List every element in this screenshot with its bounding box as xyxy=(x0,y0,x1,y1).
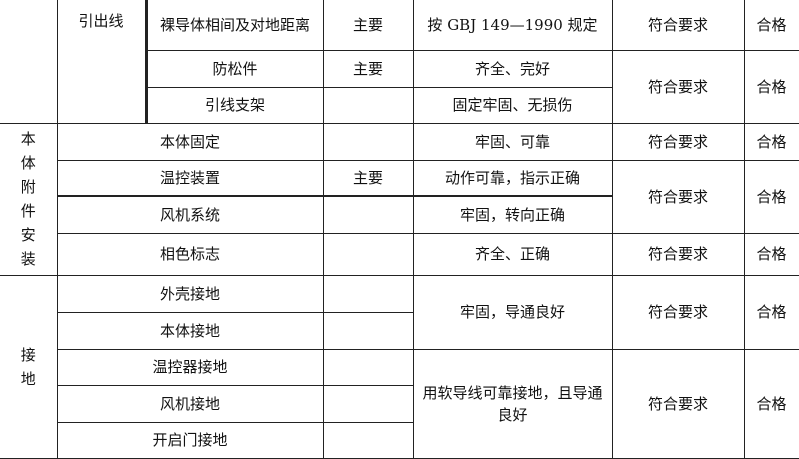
check-cell: 符合要求 xyxy=(611,274,745,350)
table-row: 风机接地 xyxy=(0,384,799,423)
item-cell: 开启门接地 xyxy=(56,421,324,459)
item-cell: 温控器接地 xyxy=(56,348,324,386)
standard-cell: 牢固，导通良好 xyxy=(412,274,613,350)
table-row: 引出线 裸导体相间及对地距离 主要 按 GBJ 149—1990 规定 符合要求… xyxy=(0,0,799,124)
standard-cell: 牢固，转向正确 xyxy=(412,195,613,234)
item-cell: 本体固定 xyxy=(56,122,324,161)
check-cell: 符合要求 xyxy=(611,122,745,161)
table-row: 温控器接地 用软导线可靠接地，且导通良好 符合要求 合格 xyxy=(0,348,799,459)
level-cell xyxy=(322,274,414,313)
result-cell: 合格 xyxy=(743,159,799,234)
check-cell: 符合要求 xyxy=(611,49,745,124)
table-row: 温控装置 主要 动作可靠，指示正确 符合要求 合格 xyxy=(0,159,799,234)
table-row: 相色标志 齐全、正确 符合要求 合格 xyxy=(0,232,799,276)
standard-cell: 牢固、可靠 xyxy=(412,122,613,161)
level-cell: 主要 xyxy=(322,49,414,88)
level-cell xyxy=(322,86,414,124)
level-cell: 主要 xyxy=(322,159,414,197)
level-cell xyxy=(322,232,414,276)
level-cell xyxy=(322,384,414,423)
item-cell: 本体接地 xyxy=(56,311,324,350)
item-cell: 温控装置 xyxy=(56,159,324,197)
check-cell: 符合要求 xyxy=(611,159,745,234)
item-cell: 相色标志 xyxy=(56,232,324,276)
level-cell xyxy=(322,348,414,386)
result-cell: 合格 xyxy=(743,232,799,276)
item-cell: 引线支架 xyxy=(144,86,324,124)
standard-cell: 齐全、正确 xyxy=(412,232,613,276)
level-cell xyxy=(322,311,414,350)
standard-cell: 按 GBJ 149—1990 规定 xyxy=(412,0,613,51)
item-cell: 风机接地 xyxy=(56,384,324,423)
table-row: 风机系统 牢固，转向正确 xyxy=(0,195,799,234)
result-cell: 合格 xyxy=(743,49,799,124)
standard-cell: 固定牢固、无损伤 xyxy=(412,86,613,124)
table-row: 防松件 主要 齐全、完好 符合要求 合格 xyxy=(0,49,799,124)
group-cell: 接地 xyxy=(0,274,58,459)
result-cell: 合格 xyxy=(743,274,799,350)
result-cell: 合格 xyxy=(743,122,799,161)
table-row: 本体附件安装 本体固定 牢固、可靠 符合要求 合格 xyxy=(0,122,799,276)
item-cell: 裸导体相间及对地距离 xyxy=(144,0,324,51)
item-cell: 外壳接地 xyxy=(56,274,324,313)
table-row: 接地 外壳接地 牢固，导通良好 符合要求 合格 xyxy=(0,274,799,459)
check-cell: 符合要求 xyxy=(611,0,745,51)
result-cell: 合格 xyxy=(743,0,799,51)
item-cell: 风机系统 xyxy=(56,195,324,234)
standard-cell: 用软导线可靠接地，且导通良好 xyxy=(412,348,613,459)
table-row: 引线支架 固定牢固、无损伤 xyxy=(0,86,799,124)
group-cell xyxy=(0,0,58,124)
sub-group-cell: 引出线 xyxy=(56,0,147,124)
level-cell xyxy=(322,195,414,234)
standard-cell: 齐全、完好 xyxy=(412,49,613,88)
level-cell xyxy=(322,122,414,161)
group-cell: 本体附件安装 xyxy=(0,122,58,276)
item-cell: 防松件 xyxy=(144,49,324,88)
check-cell: 符合要求 xyxy=(611,232,745,276)
standard-cell: 动作可靠，指示正确 xyxy=(412,159,613,197)
table-row: 本体接地 xyxy=(0,311,799,350)
level-cell: 主要 xyxy=(322,0,414,51)
result-cell: 合格 xyxy=(743,348,799,459)
check-cell: 符合要求 xyxy=(611,348,745,459)
level-cell xyxy=(322,421,414,459)
